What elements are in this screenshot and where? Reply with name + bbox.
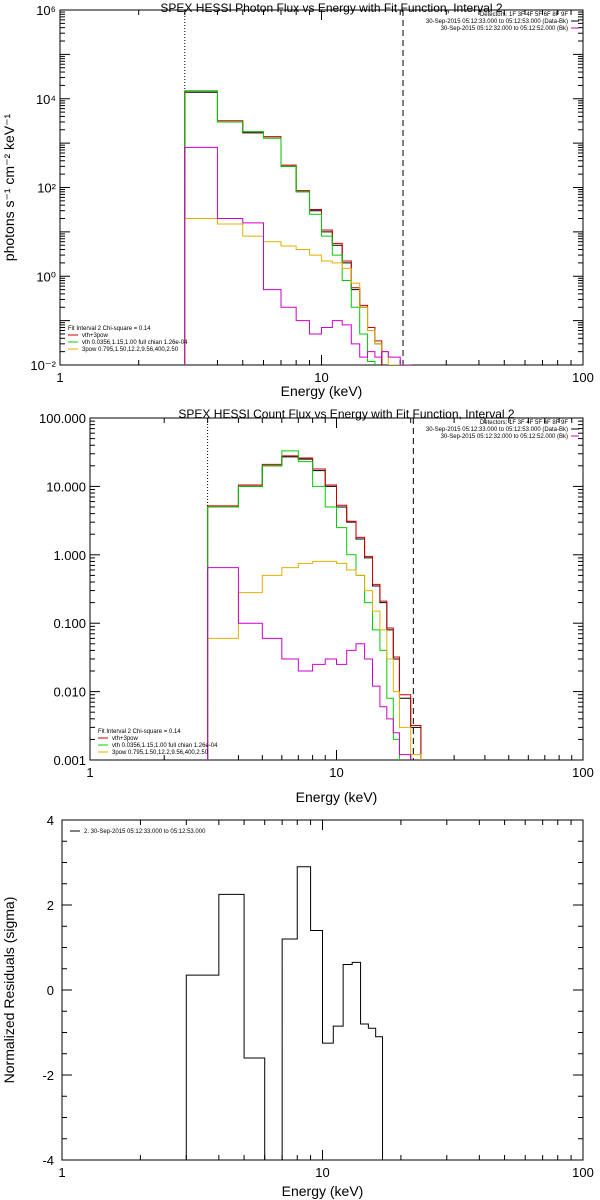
y-tick-label: 10⁻² <box>30 358 56 373</box>
x-axis-label: Energy (keV) <box>296 789 378 805</box>
y-tick-label: 10.000 <box>46 479 86 494</box>
legend-item: 3pow 0.795,1.50,12.2,9.56,400,2.50 <box>82 347 179 353</box>
y-tick-label: 1.000 <box>53 548 86 563</box>
x-tick-label: 100 <box>572 370 594 385</box>
x-ticks <box>59 10 584 365</box>
legend-header: Fit Interval 2 Chi-square = 0.14 <box>98 729 181 735</box>
x-tick-label: 10 <box>315 1165 329 1180</box>
y-tick-label: 0 <box>47 983 54 998</box>
chart-2: 1 10 100 0.001 0.010 0.100 1.000 10.000 100.000 S… <box>39 407 594 805</box>
legend-item: vth 0.0356,1.15,1.00 full chian 1.26e-04 <box>112 743 218 749</box>
series-line-4 <box>184 218 401 365</box>
y-axis-label: Normalized Residuals (sigma) <box>1 897 17 1084</box>
legend: Fit Interval 2 Chi-square = 0.14vth+3pow… <box>98 729 218 756</box>
series-group <box>184 90 412 365</box>
y-axis-label: photons s⁻¹ cm⁻² keV⁻¹ <box>1 113 17 261</box>
y-tick-label: -4 <box>42 1153 54 1168</box>
x-tick-label: 10 <box>329 765 343 780</box>
plot-frame <box>89 417 584 761</box>
y-ticks <box>90 420 583 761</box>
y-ticks <box>62 819 583 1161</box>
series-line-1 <box>185 866 384 1160</box>
y-tick-label: 0.100 <box>53 616 86 631</box>
info-line: Detectors: 1F 3F 4F 5F 6F 8F 9F <box>480 420 568 426</box>
x-tick-label: 10 <box>314 370 328 385</box>
legend: Fit Interval 2 Chi-square = 0.14vth+3pow… <box>68 326 188 353</box>
legend-item: vth+3pow <box>82 333 109 339</box>
x-tick-label: 1 <box>86 765 93 780</box>
x-axis-label: Energy (keV) <box>281 383 363 399</box>
series-line-1 <box>184 91 383 365</box>
y-tick-label: -2 <box>42 1068 54 1083</box>
series-group <box>185 866 384 1160</box>
chart-3: 1 10 100 -4 -2 0 2 4 Energy (keV) Normalized Resi… <box>1 813 594 1199</box>
series-line-3 <box>184 90 376 365</box>
y-tick-label: 0.010 <box>53 685 86 700</box>
legend-item: vth+3pow <box>112 736 139 742</box>
y-tick-label: 4 <box>47 813 54 828</box>
info-line: 30-Sep-2015 05:12:32.000 to 05:12:52.000… <box>441 434 568 440</box>
series-line-3 <box>207 450 400 760</box>
legend-item: vth 0.0356,1.15,1.00 full chian 1.26e-04 <box>82 340 188 346</box>
info-line: 30-Sep-2015 05:12:33.000 to 05:12:53.000… <box>426 427 568 433</box>
y-tick-label: 10⁰ <box>36 269 56 284</box>
x-tick-label: 100 <box>572 765 594 780</box>
info-line: 30-Sep-2015 05:12:33.000 to 05:12:53.000… <box>426 19 568 25</box>
x-tick-label: 1 <box>58 1165 65 1180</box>
series-line-5 <box>207 567 412 760</box>
y-tick-label: 2 <box>47 898 54 913</box>
series-line-2 <box>207 455 422 760</box>
series-line-2 <box>184 90 383 365</box>
series-line-1 <box>207 456 422 760</box>
x-tick-label: 1 <box>56 370 63 385</box>
chart-title: SPEX HESSI Photon Flux vs Energy with Fi… <box>160 1 502 15</box>
y-tick-label: 10⁶ <box>36 3 56 18</box>
info-line: Detectors: 1F 3F 4F 5F 6F 8F 9F <box>480 12 568 18</box>
y-tick-label: 10⁴ <box>36 92 56 107</box>
legend-item: 3pow 0.795,1.50,12.2,9.56,400,2.50 <box>112 750 209 756</box>
legend-item: 2. 30-Sep-2015 05:12:33.000 to 05:12:53.… <box>84 829 206 835</box>
plot-frame <box>59 9 584 366</box>
legend: 2. 30-Sep-2015 05:12:33.000 to 05:12:53.… <box>70 829 206 835</box>
x-ticks <box>89 418 584 760</box>
info-line: 30-Sep-2015 05:12:32.000 to 05:12:52.000… <box>441 26 568 32</box>
legend-header: Fit Interval 2 Chi-square = 0.14 <box>68 326 151 332</box>
y-ticks <box>60 11 583 366</box>
series-line-4 <box>207 560 422 760</box>
x-tick-label: 100 <box>572 1165 594 1180</box>
y-tick-label: 10² <box>37 181 56 196</box>
series-group <box>207 450 422 760</box>
y-tick-label: 0.001 <box>53 753 86 768</box>
chart-title: SPEX HESSI Count Flux vs Energy with Fit… <box>178 407 514 421</box>
chart-1: 1 10 100 10⁻² 10⁰ 10² 10⁴ 10⁶ SPEX HESSI Photon … <box>1 1 594 399</box>
series-line-5 <box>184 146 412 365</box>
x-axis-label: Energy (keV) <box>282 1183 364 1199</box>
y-tick-label: 100.000 <box>39 411 86 426</box>
